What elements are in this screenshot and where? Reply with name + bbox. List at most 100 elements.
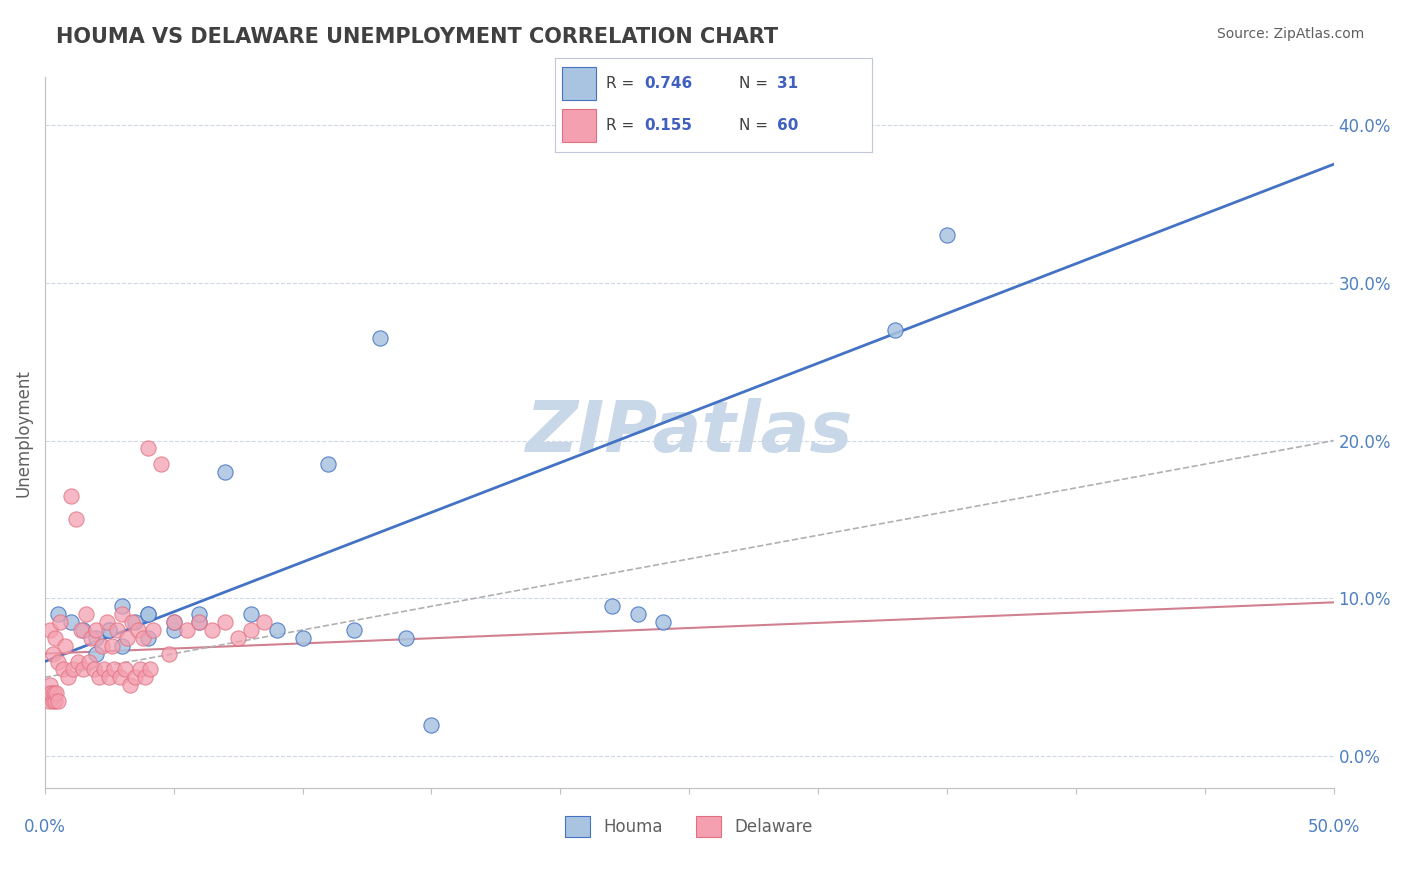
Point	[163, 623, 186, 637]
Text: N =: N =	[740, 119, 773, 134]
Point	[117, 631, 139, 645]
Text: N =: N =	[740, 76, 773, 91]
Point	[98, 670, 121, 684]
Point	[67, 655, 90, 669]
Point	[49, 615, 72, 629]
Point	[134, 670, 156, 684]
Point	[114, 662, 136, 676]
Point	[124, 615, 146, 629]
Y-axis label: Unemployment: Unemployment	[15, 368, 32, 497]
Point	[42, 686, 65, 700]
Point	[652, 615, 675, 629]
Text: R =: R =	[606, 76, 640, 91]
Point	[627, 607, 650, 622]
Point	[52, 662, 75, 676]
Point	[118, 678, 141, 692]
Text: ZIPatlas: ZIPatlas	[526, 398, 853, 467]
Text: 50.0%: 50.0%	[1308, 818, 1360, 837]
Point	[291, 631, 314, 645]
Point	[214, 615, 236, 629]
Point	[368, 331, 391, 345]
Point	[72, 623, 94, 637]
Point	[77, 655, 100, 669]
Point	[240, 607, 263, 622]
Point	[132, 631, 155, 645]
Point	[46, 694, 69, 708]
Point	[59, 615, 82, 629]
Point	[136, 607, 159, 622]
Point	[39, 678, 62, 692]
FancyBboxPatch shape	[562, 67, 596, 100]
Point	[201, 623, 224, 637]
Point	[72, 662, 94, 676]
Point	[44, 694, 66, 708]
Point	[188, 615, 211, 629]
Point	[108, 670, 131, 684]
Point	[176, 623, 198, 637]
Point	[103, 662, 125, 676]
Point	[70, 623, 93, 637]
Text: 31: 31	[778, 76, 799, 91]
Point	[101, 639, 124, 653]
Point	[266, 623, 288, 637]
Point	[38, 694, 60, 708]
Text: R =: R =	[606, 119, 640, 134]
Point	[318, 457, 340, 471]
Point	[936, 228, 959, 243]
Text: 0.746: 0.746	[644, 76, 692, 91]
Point	[884, 323, 907, 337]
Point	[98, 623, 121, 637]
Point	[39, 686, 62, 700]
Point	[157, 647, 180, 661]
Point	[226, 631, 249, 645]
Point	[188, 615, 211, 629]
Point	[59, 489, 82, 503]
Legend: Houma, Delaware: Houma, Delaware	[558, 810, 820, 844]
Point	[121, 615, 143, 629]
Text: Source: ZipAtlas.com: Source: ZipAtlas.com	[1216, 27, 1364, 41]
Point	[139, 662, 162, 676]
Point	[111, 599, 134, 614]
Point	[56, 670, 79, 684]
Point	[343, 623, 366, 637]
Point	[75, 607, 97, 622]
Point	[93, 662, 115, 676]
Point	[214, 465, 236, 479]
Point	[136, 442, 159, 456]
Text: 0.0%: 0.0%	[24, 818, 66, 837]
Point	[65, 512, 87, 526]
Point	[44, 631, 66, 645]
Point	[55, 639, 77, 653]
Point	[127, 623, 149, 637]
Point	[420, 717, 443, 731]
Point	[83, 662, 105, 676]
Point	[149, 457, 172, 471]
Text: HOUMA VS DELAWARE UNEMPLOYMENT CORRELATION CHART: HOUMA VS DELAWARE UNEMPLOYMENT CORRELATI…	[56, 27, 779, 46]
Point	[163, 615, 186, 629]
Point	[41, 694, 63, 708]
Point	[62, 662, 84, 676]
Point	[163, 615, 186, 629]
Point	[129, 662, 152, 676]
Point	[87, 670, 110, 684]
Point	[37, 686, 59, 700]
Point	[80, 631, 103, 645]
Point	[41, 647, 63, 661]
Text: 0.155: 0.155	[644, 119, 692, 134]
Point	[188, 607, 211, 622]
FancyBboxPatch shape	[562, 110, 596, 142]
Point	[600, 599, 623, 614]
Point	[136, 607, 159, 622]
Point	[90, 639, 112, 653]
Point	[142, 623, 165, 637]
Text: 60: 60	[778, 119, 799, 134]
Point	[86, 623, 108, 637]
Point	[45, 686, 67, 700]
Point	[105, 623, 128, 637]
Point	[240, 623, 263, 637]
Point	[86, 631, 108, 645]
Point	[46, 655, 69, 669]
Point	[39, 623, 62, 637]
Point	[253, 615, 276, 629]
Point	[46, 607, 69, 622]
